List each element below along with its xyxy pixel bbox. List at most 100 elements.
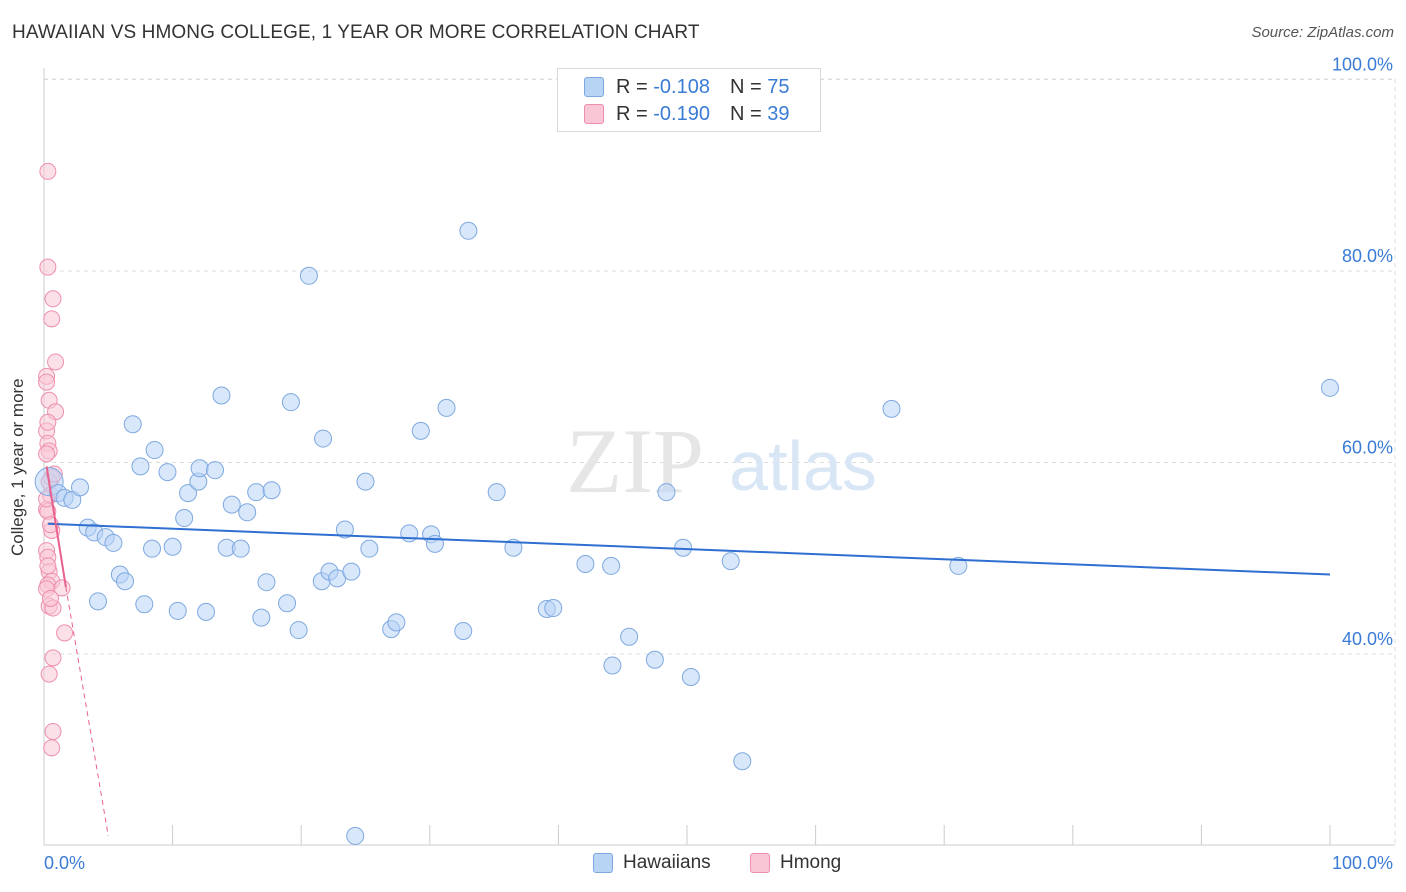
hmong-point [43,739,61,757]
hmong-point [39,258,57,276]
hawaiian-point [487,483,506,502]
hawaiian-point [360,539,379,558]
hawaiian-point [212,386,231,405]
hawaiian-point [145,441,164,460]
y-tick-label: 100.0% [1332,55,1393,75]
hawaiian-point [71,478,90,497]
hmong-trend-line [45,466,67,588]
hawaiian-point [299,266,318,285]
hawaiian-point [335,520,354,539]
hawaiian-point [104,533,123,552]
axis-layer [43,68,1395,846]
hmong-point [40,665,58,683]
hawaiians-legend-swatch [593,853,613,873]
hmong-swatch [584,104,604,124]
x-tick-label: 0.0% [44,853,85,873]
hawaiian-point [135,595,154,614]
hawaiian-point [411,421,430,440]
hmong-point [38,445,56,463]
hawaiian-point [603,656,622,675]
hawaiian-point [721,552,740,571]
hawaiian-point [281,393,300,412]
hawaiian-point [289,621,308,640]
grid-layer [44,78,1396,845]
bottom-legend-hawaiians: Hawaiians [593,852,711,874]
hawaiian-point [437,398,456,417]
hawaiian-point [681,667,700,686]
hmong-legend-label: Hmong [780,852,842,873]
hawaiian-point [733,752,752,771]
hawaiian-point [602,556,621,575]
hmong-legend-swatch [750,853,770,873]
hawaiian-point [197,602,216,621]
trend-layer [45,466,1331,837]
hmong-point [38,373,56,391]
hawaiian-point [123,415,142,434]
legend-n-label: N = [729,102,762,125]
hawaiians-swatch [584,77,604,97]
y-tick-label: 80.0% [1342,246,1393,266]
hmong-point [44,723,62,741]
hmong-trend-extension [65,586,109,837]
hawaiian-point [356,472,375,491]
hawaiian-point [504,538,523,557]
tick-label-layer: 100.0% 80.0% 60.0% 40.0% 0.0% 100.0% [44,55,1393,874]
hawaiian-point [278,594,297,613]
x-tick-label: 100.0% [1332,853,1393,873]
legend-n-value: 75 [767,75,790,98]
watermark-atlas: atlas [729,427,877,505]
hawaiian-point [576,554,595,573]
hmong-point [43,310,61,328]
chart-title: HAWAIIAN VS HMONG COLLEGE, 1 YEAR OR MOR… [12,22,700,43]
legend-r-value: -0.190 [653,102,710,125]
hawaiian-point [544,599,563,618]
hawaiian-point [882,399,901,418]
hawaiian-point [346,826,365,845]
legend-r-label: R = [616,75,648,98]
hawaiian-point [454,622,473,641]
hawaiian-point [620,627,639,646]
y-tick-label: 60.0% [1342,438,1393,458]
hawaiians-legend-label: Hawaiians [623,852,711,873]
hawaiian-point [1321,378,1339,397]
legend-r-value: -0.108 [653,75,710,98]
hawaiian-point [179,484,198,503]
hawaiian-point [387,613,406,632]
legend-n-label: N = [729,75,762,98]
hawaiians-trend-line [47,522,1331,576]
correlation-legend: R = -0.108 N = 75 R = -0.190 N = 39 [557,68,821,132]
bottom-legend-hmong: Hmong [750,852,841,874]
hmong-point [39,413,57,431]
hmong-point [44,649,62,667]
hawaiian-point [158,463,177,482]
y-tick-label: 40.0% [1342,629,1393,649]
hawaiian-point [314,429,333,448]
hawaiian-point [252,608,271,627]
hmong-point [39,162,57,180]
legend-r-label: R = [616,102,648,125]
hmong-point [41,589,59,607]
hawaiian-point [342,562,361,581]
source-credit: Source: ZipAtlas.com [1251,24,1394,41]
hawaiian-point [459,221,478,240]
hawaiian-point [89,592,108,611]
hawaiian-point [949,556,968,575]
hmong-point [44,290,62,308]
hawaiian-point [175,509,194,528]
watermark-zip: ZIP [566,410,704,512]
hawaiian-point [657,483,676,502]
hawaiian-points [34,221,1339,845]
watermark: ZIP atlas [566,410,877,512]
hawaiian-point [257,573,276,592]
hawaiian-point [168,601,187,620]
hawaiian-point [231,539,250,558]
hawaiian-point [116,572,135,591]
hawaiian-point [131,457,150,476]
legend-row-hawaiians: R = -0.108 N = 75 [584,74,789,100]
hawaiian-point [143,539,162,558]
hmong-point [56,624,74,642]
hawaiian-point [262,481,281,500]
legend-n-value: 39 [767,102,790,125]
hmong-point [39,557,57,575]
